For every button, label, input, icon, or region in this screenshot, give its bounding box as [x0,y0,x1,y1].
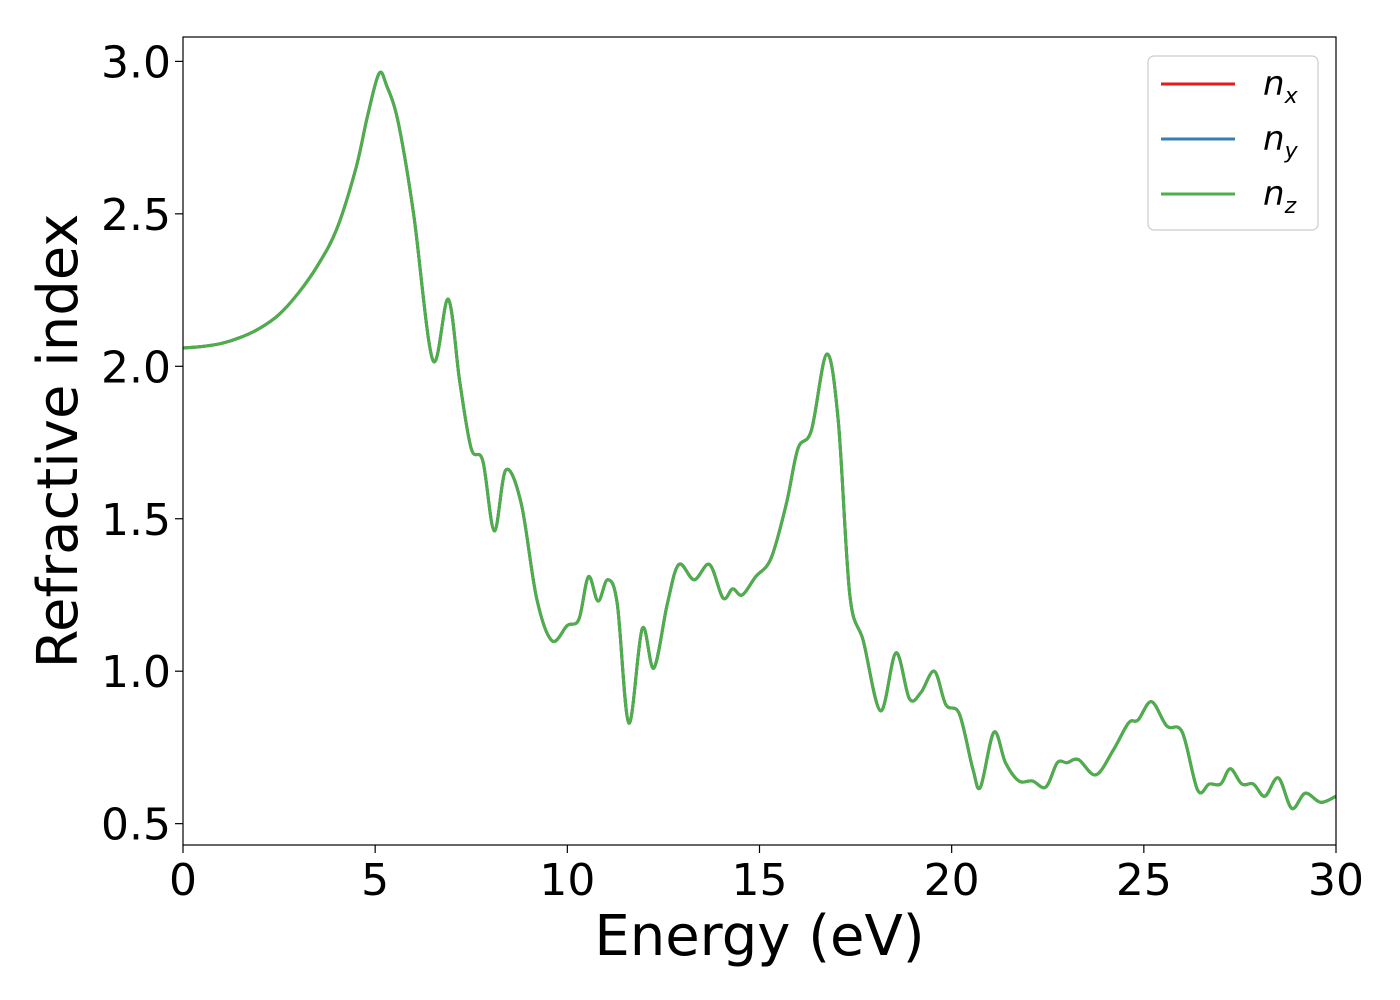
legend-label-nz: nz [1263,174,1297,219]
y-axis-label: Refractive index [26,214,91,669]
legend-label-subscript: y [1284,139,1299,164]
legend-label-subscript: x [1284,84,1299,109]
legend-label-base: n [1263,174,1285,214]
y-tick-label: 0.5 [101,800,171,851]
series-layer [183,70,1336,811]
x-tick-label: 0 [169,855,197,906]
y-tick-label: 1.0 [101,647,171,698]
y-tick-label: 1.5 [101,495,171,546]
legend-label-base: n [1263,119,1285,159]
x-tick-label: 10 [539,855,595,906]
x-axis-ticks: 0 5 10 15 20 25 30 [169,845,1364,906]
x-tick-label: 30 [1308,855,1364,906]
legend-box [1147,55,1319,231]
x-tick-label: 15 [732,855,788,906]
series-line-nz [183,70,1336,811]
y-axis-ticks: 0.5 1.0 1.5 2.0 2.5 3.0 [101,37,183,851]
plot-area [182,36,1337,846]
y-tick-label: 2.0 [101,342,171,393]
x-tick-label: 25 [1116,855,1172,906]
y-tick-label: 3.0 [101,37,171,88]
x-tick-label: 5 [361,855,389,906]
x-axis-label: Energy (eV) [594,904,924,969]
y-tick-label: 2.5 [101,190,171,241]
legend-label-ny: ny [1263,119,1299,164]
legend-label-nx: nx [1263,64,1299,109]
legend-label-base: n [1263,64,1285,104]
x-tick-label: 20 [924,855,980,906]
legend-label-subscript: z [1284,194,1297,219]
